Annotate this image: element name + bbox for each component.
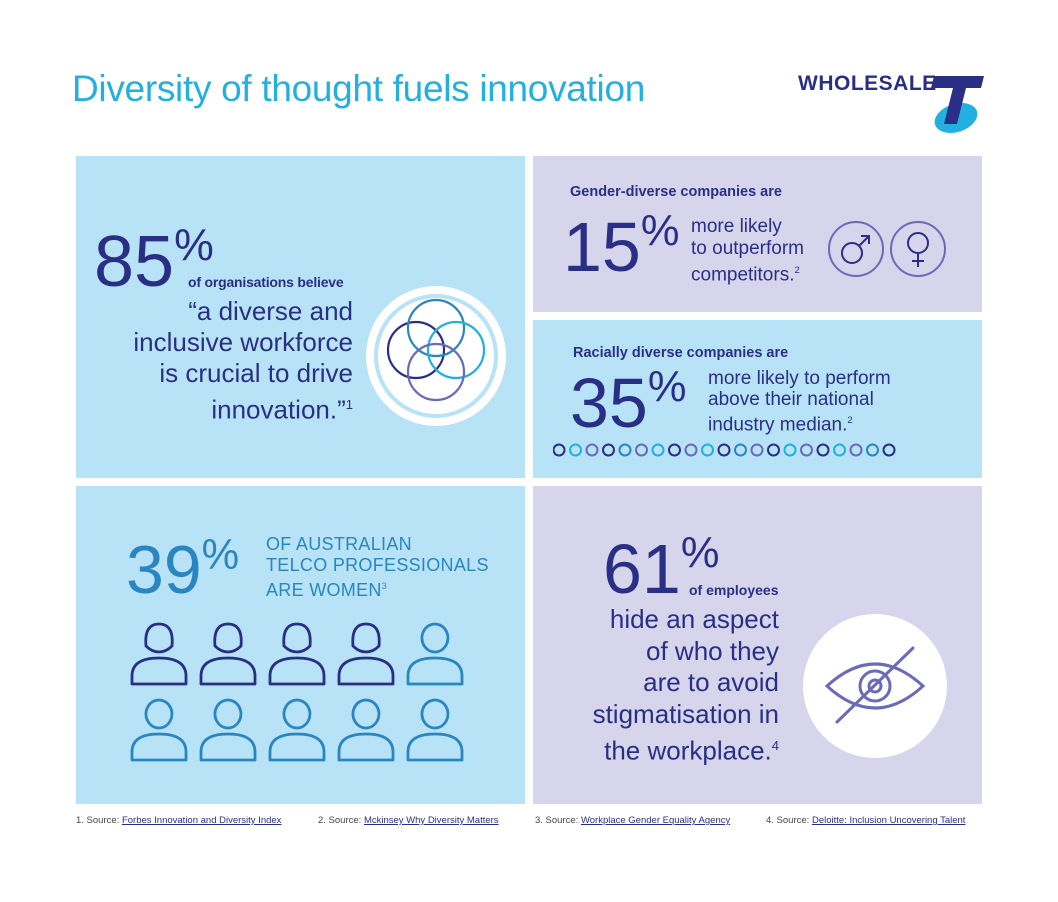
stat-value: 61 <box>603 530 681 608</box>
diversity-dot <box>767 443 780 457</box>
diversity-dot <box>849 443 863 457</box>
stat-35: 35% <box>570 365 686 438</box>
stat-percent: % <box>640 207 680 255</box>
stat-value: 35 <box>570 364 648 442</box>
diversity-dot <box>602 443 615 457</box>
diversity-dot <box>668 443 681 457</box>
source-link-mckinsey[interactable]: Mckinsey Why Diversity Matters <box>363 815 499 826</box>
footnote-ref: 2 <box>794 265 800 276</box>
brand-wordmark: WHOLESALE <box>798 72 937 95</box>
panel-heading: Gender-diverse companies are <box>570 184 782 200</box>
source-link-deloitte[interactable]: Deloitte: Inclusion Uncovering Talent <box>811 815 966 826</box>
diversity-dot <box>684 443 698 457</box>
panel-innovation-belief: 85% of organisations believe “a diverse … <box>76 156 525 478</box>
man-person-icon <box>406 622 464 686</box>
diversity-dot <box>618 443 632 457</box>
panel-telco-women: 39% OF AUSTRALIAN TELCO PROFESSIONALS AR… <box>76 486 525 804</box>
source-link-wgea[interactable]: Workplace Gender Equality Agency <box>580 815 731 826</box>
male-symbol-icon <box>828 221 884 277</box>
woman-person-icon <box>268 622 326 686</box>
panel-gender-diverse: Gender-diverse companies are 15% more li… <box>533 156 982 312</box>
diversity-dots-row <box>553 443 896 457</box>
diversity-dot <box>866 443 879 457</box>
stat-15: 15% <box>563 209 679 282</box>
panel-hidden-aspect: 61% of employees hide an aspect of who t… <box>533 486 982 804</box>
footnote-ref: 2 <box>847 415 853 426</box>
source-4: 4. Source: Deloitte: Inclusion Uncoverin… <box>766 815 966 826</box>
hidden-eye-icon <box>803 614 947 758</box>
venn-circles-icon <box>366 286 506 426</box>
stat-85: 85% <box>94 223 214 298</box>
stat-description: more likely to perform above their natio… <box>708 368 891 436</box>
female-symbol-icon <box>890 221 946 277</box>
quote-line: inclusive workforce <box>133 327 353 357</box>
source-3: 3. Source: Workplace Gender Equality Age… <box>535 815 731 826</box>
man-person-icon <box>268 698 326 762</box>
panel-racially-diverse: Racially diverse companies are 35% more … <box>533 320 982 478</box>
stat-subtitle: of employees <box>689 582 779 598</box>
woman-person-icon <box>199 622 257 686</box>
page-title: Diversity of thought fuels innovation <box>72 68 646 109</box>
footnote-ref: 1 <box>345 397 353 412</box>
man-person-icon <box>406 698 464 762</box>
people-grid <box>130 622 464 762</box>
diversity-dot <box>651 443 665 457</box>
stat-percent: % <box>647 363 687 411</box>
panel-heading: Racially diverse companies are <box>573 345 789 361</box>
diversity-dot <box>882 443 896 457</box>
source-1: 1. Source: Forbes Innovation and Diversi… <box>76 815 282 826</box>
diversity-dot <box>569 443 582 457</box>
woman-person-icon <box>337 622 395 686</box>
diversity-dot <box>635 443 648 457</box>
diversity-dot <box>816 443 830 457</box>
stat-description: hide an aspect of who they are to avoid … <box>592 604 779 766</box>
footnote-ref: 3 <box>381 581 388 591</box>
footnote-ref: 4 <box>771 738 779 753</box>
man-person-icon <box>199 698 257 762</box>
quote-line: “a diverse and <box>188 296 353 326</box>
diversity-dot <box>701 443 714 457</box>
stat-percent: % <box>201 531 240 578</box>
stat-value: 39 <box>126 532 202 608</box>
woman-person-icon <box>130 622 188 686</box>
diversity-dot <box>800 443 813 457</box>
quote-line: is crucial to drive <box>159 358 353 388</box>
belief-quote: “a diverse and inclusive workforce is cr… <box>133 296 353 426</box>
stat-61: 61% <box>603 531 719 604</box>
source-link-forbes[interactable]: Forbes Innovation and Diversity Index <box>121 815 282 826</box>
stat-subtitle: of organisations believe <box>188 274 344 290</box>
stat-percent: % <box>174 221 214 270</box>
man-person-icon <box>337 698 395 762</box>
stat-value: 15 <box>563 208 641 286</box>
diversity-dot <box>553 443 566 457</box>
stat-description: more likely to outperform competitors.2 <box>691 216 804 286</box>
stat-label: OF AUSTRALIAN TELCO PROFESSIONALS ARE WO… <box>266 534 489 600</box>
diversity-dot <box>734 443 747 457</box>
quote-line: innovation.”1 <box>211 394 353 425</box>
man-person-icon <box>130 698 188 762</box>
diversity-dot <box>783 443 797 457</box>
stat-39: 39% <box>126 533 239 604</box>
source-2: 2. Source: Mckinsey Why Diversity Matter… <box>318 815 499 826</box>
diversity-dot <box>833 443 846 457</box>
diversity-dot <box>717 443 731 457</box>
stat-percent: % <box>680 529 720 577</box>
telstra-logo-icon <box>931 76 984 133</box>
diversity-dot <box>585 443 599 457</box>
diversity-dot <box>750 443 764 457</box>
stat-value: 85 <box>94 222 175 302</box>
